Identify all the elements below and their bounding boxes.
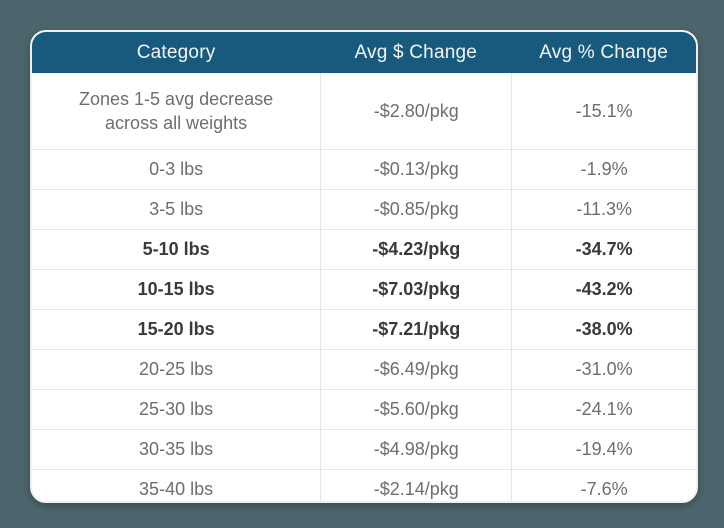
category-cell: Zones 1-5 avg decrease across all weight… bbox=[32, 73, 320, 149]
category-cell: 15-20 lbs bbox=[32, 310, 320, 349]
category-label: 0-3 lbs bbox=[149, 159, 204, 180]
category-label: 15-20 lbs bbox=[137, 319, 215, 340]
category-cell: 5-10 lbs bbox=[32, 230, 320, 269]
avg-dollar-change-cell: -$4.23/pkg bbox=[320, 230, 511, 269]
table-row: 30-35 lbs -$4.98/pkg -19.4% bbox=[32, 429, 696, 469]
avg-percent-change-cell: -34.7% bbox=[511, 230, 696, 269]
avg-percent-change-cell: -38.0% bbox=[511, 310, 696, 349]
category-cell: 25-30 lbs bbox=[32, 390, 320, 429]
rate-change-table: Category Avg $ Change Avg % Change Zones… bbox=[30, 30, 698, 503]
avg-percent-change-cell: -43.2% bbox=[511, 270, 696, 309]
avg-dollar-change-cell: -$2.80/pkg bbox=[320, 73, 511, 149]
category-label: 5-10 lbs bbox=[142, 239, 210, 260]
avg-dollar-change-cell: -$7.03/pkg bbox=[320, 270, 511, 309]
column-header-avg-dollar-change: Avg $ Change bbox=[354, 41, 478, 63]
avg-percent-change-cell: -11.3% bbox=[511, 190, 696, 229]
category-label: 30-35 lbs bbox=[139, 439, 214, 460]
avg-dollar-change-cell: -$5.60/pkg bbox=[320, 390, 511, 429]
avg-percent-change-cell: -19.4% bbox=[511, 430, 696, 469]
table-header-row: Category Avg $ Change Avg % Change bbox=[32, 32, 696, 73]
table-row: 15-20 lbs -$7.21/pkg -38.0% bbox=[32, 309, 696, 349]
column-header-avg-percent-change: Avg % Change bbox=[539, 41, 669, 63]
table-row: Zones 1-5 avg decrease across all weight… bbox=[32, 73, 696, 149]
avg-dollar-change-cell: -$7.21/pkg bbox=[320, 310, 511, 349]
table-row: 0-3 lbs -$0.13/pkg -1.9% bbox=[32, 149, 696, 189]
avg-dollar-change-cell: -$0.13/pkg bbox=[320, 150, 511, 189]
category-label: 3-5 lbs bbox=[149, 199, 204, 220]
avg-percent-change-cell: -1.9% bbox=[511, 150, 696, 189]
category-cell: 10-15 lbs bbox=[32, 270, 320, 309]
category-cell: 35-40 lbs bbox=[32, 470, 320, 501]
table-row: 20-25 lbs -$6.49/pkg -31.0% bbox=[32, 349, 696, 389]
category-label: 35-40 lbs bbox=[139, 479, 214, 500]
avg-percent-change-cell: -15.1% bbox=[511, 73, 696, 149]
category-label: 25-30 lbs bbox=[139, 399, 214, 420]
avg-dollar-change-cell: -$4.98/pkg bbox=[320, 430, 511, 469]
category-cell: 0-3 lbs bbox=[32, 150, 320, 189]
column-header-category: Category bbox=[136, 41, 216, 63]
category-cell: 20-25 lbs bbox=[32, 350, 320, 389]
avg-dollar-change-cell: -$2.14/pkg bbox=[320, 470, 511, 501]
avg-dollar-change-cell: -$0.85/pkg bbox=[320, 190, 511, 229]
category-label: 20-25 lbs bbox=[139, 359, 214, 380]
avg-dollar-change-cell: -$6.49/pkg bbox=[320, 350, 511, 389]
category-cell: 30-35 lbs bbox=[32, 430, 320, 469]
category-label: 10-15 lbs bbox=[137, 279, 215, 300]
table-row: 5-10 lbs -$4.23/pkg -34.7% bbox=[32, 229, 696, 269]
table-row: 3-5 lbs -$0.85/pkg -11.3% bbox=[32, 189, 696, 229]
avg-percent-change-cell: -31.0% bbox=[511, 350, 696, 389]
table-body: Zones 1-5 avg decrease across all weight… bbox=[32, 73, 696, 501]
table-row: 25-30 lbs -$5.60/pkg -24.1% bbox=[32, 389, 696, 429]
category-label: Zones 1-5 avg decrease across all weight… bbox=[79, 88, 274, 133]
table-row: 35-40 lbs -$2.14/pkg -7.6% bbox=[32, 469, 696, 501]
category-cell: 3-5 lbs bbox=[32, 190, 320, 229]
avg-percent-change-cell: -7.6% bbox=[511, 470, 696, 501]
table-row: 10-15 lbs -$7.03/pkg -43.2% bbox=[32, 269, 696, 309]
avg-percent-change-cell: -24.1% bbox=[511, 390, 696, 429]
